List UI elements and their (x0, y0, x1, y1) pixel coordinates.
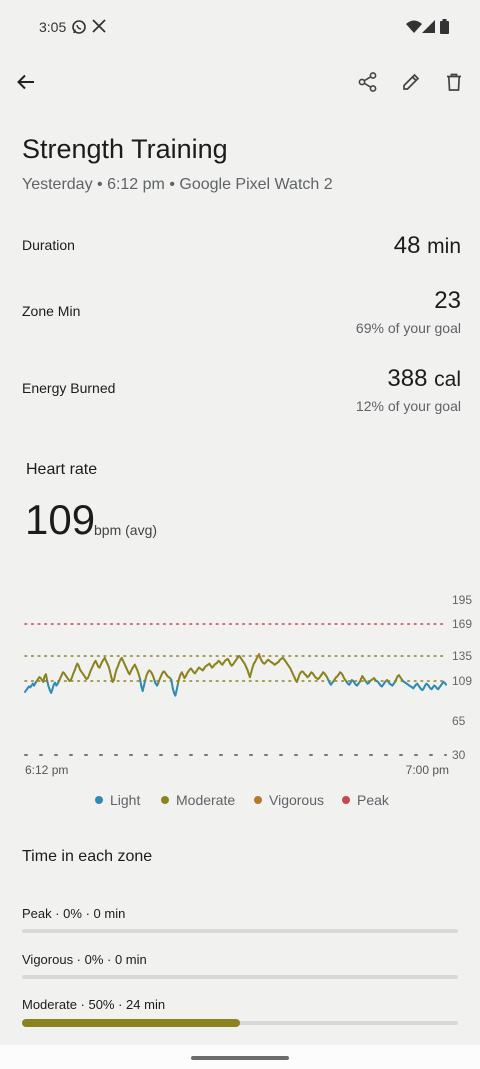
duration-number: 48 (393, 232, 421, 259)
hr-line-segment (139, 678, 143, 688)
whatsapp-icon (71, 19, 87, 40)
share-icon (358, 71, 378, 97)
duration-unit: min (427, 235, 461, 258)
legend-light-label: Light (110, 792, 141, 808)
home-gesture-handle[interactable] (191, 1056, 289, 1060)
legend-light: Light (95, 792, 140, 808)
workout-title: Strength Training (22, 134, 228, 164)
heart-rate-avg: 109 (25, 496, 96, 543)
zone-moderate-label: Moderate · 50% · 24 min (22, 997, 166, 1012)
y-tick-label: 109 (452, 674, 472, 688)
legend-moderate: Moderate (161, 792, 235, 808)
legend-peak-label: Peak (357, 792, 389, 808)
edit-button[interactable] (395, 68, 427, 100)
legend-vigorous-label: Vigorous (269, 792, 325, 808)
share-button[interactable] (352, 68, 384, 100)
energy-unit: cal (434, 368, 461, 391)
trash-icon (446, 73, 462, 96)
zone-min-label: Zone Min (22, 303, 81, 319)
duration-label: Duration (22, 237, 75, 253)
zone-min-value: 23 (434, 287, 461, 314)
navigation-bar (0, 1045, 480, 1069)
energy-goal: 12% of your goal (355, 398, 461, 414)
y-tick-label: 195 (452, 593, 472, 607)
energy-label: Energy Burned (22, 380, 116, 396)
x-tick-label: 7:00 pm (406, 763, 449, 777)
pencil-icon (402, 73, 420, 96)
heart-rate-title: Heart rate (26, 461, 98, 478)
legend-moderate-dot (161, 796, 169, 804)
heart-rate-chart[interactable]: 195 169 135 109 65 30 6:12 pm 7:00 pm (0, 585, 480, 780)
zone-vigorous-label: Vigorous · 0% · 0 min (22, 952, 147, 967)
energy-value: 388 cal (387, 365, 461, 393)
zone-moderate-fill (22, 1019, 240, 1027)
zone-moderate-track (22, 1021, 458, 1025)
hr-line-segment (170, 679, 174, 690)
legend-vigorous-dot (254, 796, 262, 804)
zone-min-goal: 69% of your goal (355, 320, 461, 336)
zone-vigorous-track (22, 975, 458, 979)
hr-line-segment (443, 681, 447, 686)
workout-subtitle: Yesterday • 6:12 pm • Google Pixel Watch… (22, 176, 333, 193)
zones-title: Time in each zone (22, 848, 153, 865)
zone-peak-label: Peak · 0% · 0 min (22, 906, 126, 921)
legend-peak-dot (342, 796, 350, 804)
heart-rate-unit: bpm (avg) (94, 522, 158, 538)
delete-button[interactable] (438, 68, 470, 100)
legend-vigorous: Vigorous (254, 792, 324, 808)
x-logo-icon (92, 19, 106, 38)
battery-icon (440, 19, 449, 39)
status-bar: 3:05 (0, 0, 480, 56)
top-app-bar (0, 62, 480, 106)
hr-line-segment (175, 682, 179, 692)
duration-value: 48 min (394, 232, 461, 260)
back-button[interactable] (10, 68, 42, 100)
legend-light-dot (95, 796, 103, 804)
arrow-left-icon (17, 74, 35, 95)
x-tick-label: 6:12 pm (25, 763, 68, 777)
energy-number: 388 (387, 365, 428, 392)
y-tick-label: 30 (452, 748, 466, 762)
signal-icon (422, 20, 435, 38)
legend-moderate-label: Moderate (176, 792, 236, 808)
y-tick-label: 135 (452, 649, 472, 663)
y-tick-label: 169 (452, 617, 472, 631)
status-time: 3:05 (39, 19, 67, 35)
y-tick-label: 65 (452, 714, 466, 728)
wifi-icon (406, 20, 422, 38)
hr-line-segment (44, 673, 49, 682)
legend-peak: Peak (342, 792, 389, 808)
zone-peak-track (22, 929, 458, 933)
